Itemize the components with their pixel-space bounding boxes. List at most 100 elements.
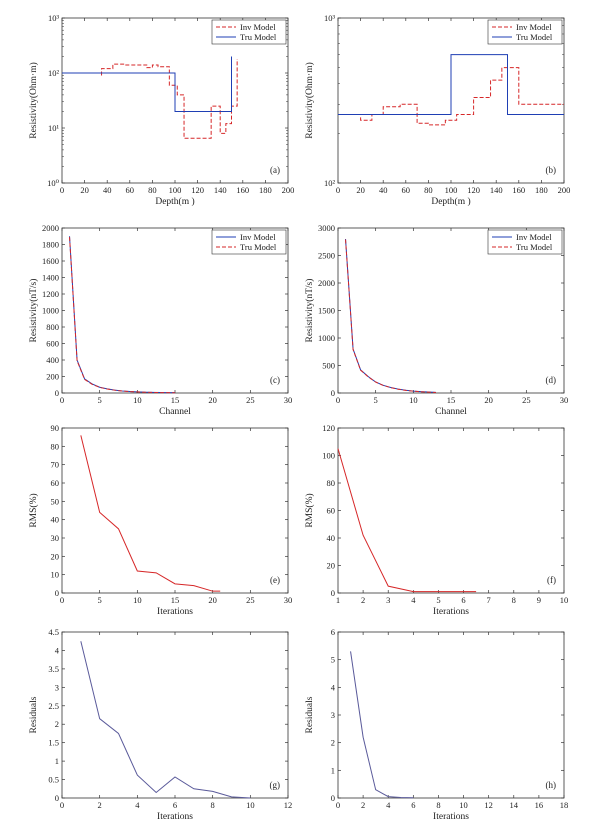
x-tick-label: 80	[148, 185, 157, 195]
y-tick-label: 20	[51, 551, 60, 561]
y-tick-label: 4	[55, 645, 60, 655]
x-tick-label: 160	[512, 185, 525, 195]
x-tick-label: 8	[512, 595, 516, 605]
y-axis-label: Residuals	[305, 696, 315, 733]
x-tick-label: 40	[103, 185, 112, 195]
x-tick-label: 0	[60, 595, 64, 605]
x-tick-label: 10	[246, 800, 255, 810]
x-tick-label: 20	[484, 395, 493, 405]
legend-entry: Tru Model	[516, 242, 553, 252]
x-tick-label: 120	[191, 185, 204, 195]
x-tick-label: 4	[386, 800, 391, 810]
y-tick-label: 4.5	[48, 627, 59, 637]
series-line-inv-model	[360, 67, 564, 126]
x-tick-label: 180	[259, 185, 272, 195]
x-tick-label: 4	[411, 595, 416, 605]
y-tick-label: 1200	[42, 289, 59, 299]
x-tick-label: 1	[336, 595, 340, 605]
x-tick-label: 120	[467, 185, 480, 195]
y-tick-label: 4	[331, 682, 336, 692]
x-tick-label: 15	[447, 395, 456, 405]
x-tick-label: 6	[173, 800, 177, 810]
y-tick-label: 0	[331, 793, 335, 803]
y-tick-label: 40	[327, 533, 336, 543]
y-tick-label: 3000	[318, 223, 335, 233]
legend-entry: Inv Model	[516, 22, 552, 32]
y-tick-label: 10¹	[48, 123, 60, 133]
panel-label: (e)	[270, 575, 280, 585]
series-line-tru-model	[345, 239, 436, 393]
y-tick-label: 2.5	[48, 701, 59, 711]
x-tick-label: 0	[60, 185, 64, 195]
panel-label: (a)	[270, 165, 280, 175]
y-tick-label: 10	[51, 570, 60, 580]
legend-box	[487, 19, 563, 45]
series-line-0	[350, 651, 414, 799]
x-axis-label: Channel	[435, 407, 467, 417]
panel-label: (h)	[546, 780, 557, 790]
x-tick-label: 7	[487, 595, 491, 605]
y-tick-label: 200	[46, 372, 59, 382]
x-tick-label: 0	[60, 800, 64, 810]
x-tick-label: 12	[284, 800, 293, 810]
x-tick-label: 25	[246, 595, 255, 605]
x-tick-label: 2	[361, 595, 365, 605]
y-tick-label: 3	[55, 682, 59, 692]
x-tick-label: 12	[484, 800, 493, 810]
x-axis-label: Iterations	[157, 812, 193, 822]
x-tick-label: 60	[402, 185, 411, 195]
plot-area-frame	[61, 427, 289, 594]
y-tick-label: 1600	[42, 256, 59, 266]
legend-entry: Tru Model	[240, 242, 277, 252]
y-tick-label: 2000	[318, 278, 335, 288]
y-tick-label: 3	[331, 710, 335, 720]
y-tick-label: 1.5	[48, 738, 59, 748]
y-tick-label: 100	[322, 451, 335, 461]
y-tick-label: 800	[46, 322, 59, 332]
y-tick-label: 1	[55, 756, 59, 766]
series-line-tru-model	[62, 56, 232, 112]
x-tick-label: 100	[169, 185, 182, 195]
y-tick-label: 5	[331, 655, 335, 665]
chart-panel-c: 0 5 10 15 20 25 30 0 200 400 600 800 1000 1200 1400 160…	[28, 223, 292, 417]
y-axis-label: Resistivity(Ohm·m)	[28, 62, 39, 139]
panel-label: (b)	[546, 165, 557, 175]
y-tick-label: 120	[322, 423, 335, 433]
y-tick-label: 10³	[48, 13, 60, 23]
y-tick-label: 2000	[42, 223, 59, 233]
y-tick-label: 10²	[48, 68, 60, 78]
x-tick-label: 30	[560, 395, 569, 405]
x-tick-label: 4	[135, 800, 140, 810]
x-axis-label: Channel	[159, 407, 191, 417]
y-tick-label: 0	[331, 588, 335, 598]
x-axis-label: Iterations	[433, 607, 469, 617]
plot-area-frame	[337, 427, 565, 594]
x-tick-label: 160	[236, 185, 249, 195]
x-tick-label: 30	[284, 595, 293, 605]
panel-label: (g)	[270, 780, 281, 790]
x-tick-label: 5	[98, 395, 102, 405]
legend-entry: Inv Model	[240, 232, 276, 242]
series-line-0	[337, 448, 477, 593]
series-line-inv-model	[345, 238, 436, 393]
series-line-0	[80, 641, 251, 799]
y-tick-label: 0.5	[48, 775, 59, 785]
x-tick-label: 16	[535, 800, 544, 810]
x-axis-label: Iterations	[157, 607, 193, 617]
y-tick-label: 3.5	[48, 664, 59, 674]
legend-box	[487, 229, 563, 255]
x-tick-label: 140	[490, 185, 503, 195]
x-tick-label: 2	[361, 800, 365, 810]
x-tick-label: 100	[445, 185, 458, 195]
chart-panel-e: 0 5 10 15 20 25 30 0 10 20 30 40 50 60 70 80 90 Iteration…	[28, 423, 292, 617]
series-line-tru-model	[69, 237, 176, 394]
series-line-0	[80, 435, 221, 592]
y-tick-label: 0	[331, 388, 335, 398]
legend-box	[211, 229, 287, 255]
x-tick-label: 5	[374, 395, 378, 405]
y-tick-label: 60	[51, 478, 60, 488]
